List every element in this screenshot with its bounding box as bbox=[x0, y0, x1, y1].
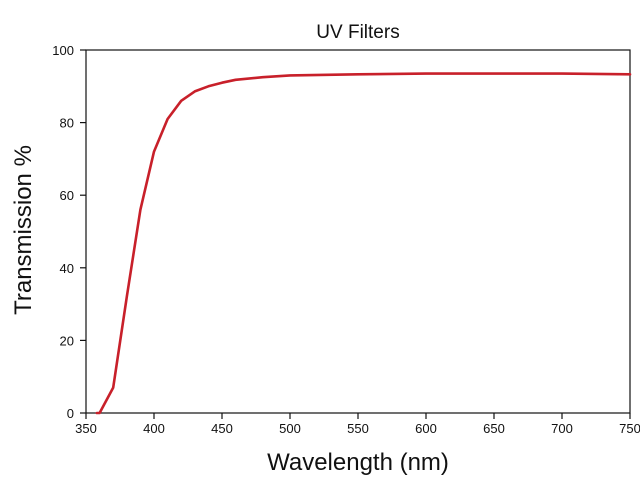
x-tick-label: 600 bbox=[415, 421, 437, 436]
y-tick-label: 80 bbox=[60, 116, 74, 131]
x-tick-label: 650 bbox=[483, 421, 505, 436]
y-tick-label: 40 bbox=[60, 261, 74, 276]
series-line bbox=[95, 72, 632, 415]
x-tick-label: 400 bbox=[143, 421, 165, 436]
y-tick-label: 0 bbox=[67, 406, 74, 421]
x-axis-ticks: 350 400 450 500 550 600 650 700 750 bbox=[75, 413, 640, 436]
y-axis-label: Transmission % bbox=[10, 145, 37, 315]
y-tick-label: 100 bbox=[52, 43, 74, 58]
x-tick-label: 700 bbox=[551, 421, 573, 436]
x-tick-label: 450 bbox=[211, 421, 233, 436]
plot-area-frame bbox=[85, 49, 631, 414]
x-tick-label: 350 bbox=[75, 421, 97, 436]
x-tick-label: 550 bbox=[347, 421, 369, 436]
x-axis-label: Wavelength (nm) bbox=[267, 449, 449, 476]
x-tick-label: 750 bbox=[619, 421, 640, 436]
x-tick-label: 500 bbox=[279, 421, 301, 436]
y-tick-label: 60 bbox=[60, 188, 74, 203]
series-layer bbox=[95, 72, 632, 415]
chart-title: UV Filters bbox=[316, 22, 399, 43]
y-tick-label: 20 bbox=[60, 333, 74, 348]
y-axis-ticks: 0 20 40 60 80 100 bbox=[52, 43, 86, 421]
